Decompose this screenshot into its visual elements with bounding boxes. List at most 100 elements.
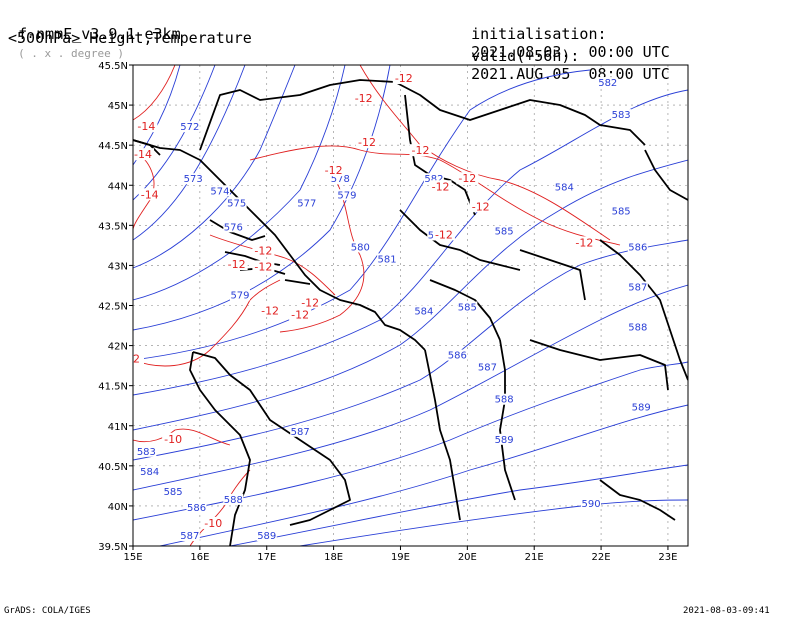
valid-line: valid(+56h): 2021.AUG.05 08:00 UTC xyxy=(453,29,670,83)
height-label-bg xyxy=(477,361,498,373)
lat-tick-label: 39.5N xyxy=(98,542,128,553)
height-contour-label: 575 xyxy=(227,198,246,209)
height-label-bg xyxy=(209,185,230,197)
temperature-label-bg xyxy=(252,260,275,273)
height-contour-line xyxy=(299,499,688,546)
model-title: f-nmmE_v3.9.1-e3km ( . x . degree ) xyxy=(0,7,181,63)
coastline-segment xyxy=(189,351,251,546)
height-contour-label: 573 xyxy=(184,174,203,185)
height-contour-label: 585 xyxy=(164,487,183,498)
height-contour-label: 585 xyxy=(612,206,631,217)
height-contour-label: 587 xyxy=(628,282,647,293)
temperature-contour-label: -12 xyxy=(358,136,376,149)
lat-tick-label: 42N xyxy=(108,342,128,353)
height-label-bg xyxy=(423,173,444,185)
height-contour-label: 590 xyxy=(581,499,600,510)
temperature-contour-label: -12 xyxy=(435,228,453,241)
temperature-label-bg xyxy=(289,308,312,321)
temperature-contour-label: -12 xyxy=(395,72,413,85)
height-contour-label: 581 xyxy=(378,254,397,265)
height-contour-label: 589 xyxy=(495,435,514,446)
lon-tick-label: 23E xyxy=(658,552,677,563)
height-contour-label: 583 xyxy=(612,110,631,121)
height-contour-label: 582 xyxy=(424,174,443,185)
height-contour-line xyxy=(159,404,688,546)
height-contour-line xyxy=(133,65,346,301)
temperature-contour-label: -12 xyxy=(254,244,272,257)
height-contour-label: 586 xyxy=(187,503,206,514)
height-label-bg xyxy=(597,77,618,89)
height-label-bg xyxy=(296,197,317,209)
height-contour-line xyxy=(133,284,688,491)
height-label-bg xyxy=(457,301,478,313)
coastline-segment xyxy=(529,339,669,391)
height-label-bg xyxy=(223,493,244,505)
temperature-contour-label: 12 xyxy=(126,353,140,366)
height-contour-label: 587 xyxy=(291,427,310,438)
height-label-bg xyxy=(627,321,648,333)
lon-tick-label: 21E xyxy=(525,552,544,563)
height-contour-label: 587 xyxy=(478,363,497,374)
height-contour-label: 584 xyxy=(140,467,159,478)
footer-timestamp: 2021-08-03-09:41 xyxy=(683,606,770,616)
height-contour-label: 579 xyxy=(337,190,356,201)
height-contour-label: 589 xyxy=(632,403,651,414)
temperature-contour-line xyxy=(279,169,365,333)
height-contour-line xyxy=(133,239,688,461)
temperature-label-bg xyxy=(133,148,155,161)
temperature-contour-label: -12 xyxy=(432,180,450,193)
height-label-bg xyxy=(226,197,247,209)
temperature-contour-labels: -12-12-12-12-12-12-12-12-12-12-12-12 -12-… xyxy=(126,72,596,530)
height-contour-label: 588 xyxy=(224,495,243,506)
height-contour-label: 582 xyxy=(598,78,617,89)
height-label-bg xyxy=(581,497,602,509)
temperature-contour-label: -10 xyxy=(204,517,222,530)
lat-tick-label: 43.5N xyxy=(98,221,128,232)
temperature-contour-label: -14 xyxy=(137,120,155,133)
temperature-label-bg xyxy=(392,72,415,85)
height-label-bg xyxy=(627,241,648,253)
height-label-bg xyxy=(136,445,157,457)
temperature-contour-label: -12 xyxy=(575,236,593,249)
height-contour-line xyxy=(229,464,688,546)
coastlines-borders xyxy=(133,79,688,546)
height-label-bg xyxy=(256,529,277,541)
lon-tick-label: 20E xyxy=(458,552,477,563)
lat-tick-label: 40.5N xyxy=(98,462,128,473)
grid-note: ( . x . degree ) xyxy=(18,47,125,60)
temperature-contour-line xyxy=(359,65,611,241)
height-label-bg xyxy=(447,349,468,361)
height-contour-label: 577 xyxy=(297,198,316,209)
temperature-label-bg xyxy=(322,164,345,177)
height-label-bg xyxy=(179,121,200,133)
coastline-segment xyxy=(284,279,311,285)
height-contour-label: 574 xyxy=(210,186,229,197)
height-label-bg xyxy=(377,253,398,265)
coastline-segment xyxy=(599,239,688,381)
height-label-bg xyxy=(223,221,244,233)
temperature-label-bg xyxy=(252,244,275,257)
temperature-contours xyxy=(133,65,621,546)
valid-label: valid(+56h): xyxy=(471,47,580,65)
height-contour-label: 586 xyxy=(448,351,467,362)
lat-tick-label: 41.5N xyxy=(98,382,128,393)
temperature-label-bg xyxy=(409,144,432,157)
height-label-bg xyxy=(494,393,515,405)
longitude-axis: 15E 16E 17E 18E 19E 20E 21E 22E 23E xyxy=(123,546,677,563)
temperature-contour-label: -12 xyxy=(301,297,319,310)
temperature-contour-label: -12 xyxy=(325,164,343,177)
temperature-contour-label: -14 xyxy=(134,148,152,161)
coastline-segment xyxy=(133,139,161,156)
temperature-contour-line xyxy=(133,279,281,367)
lat-tick-label: 43N xyxy=(108,261,128,272)
lat-tick-label: 45N xyxy=(108,101,128,112)
height-contour-line xyxy=(133,89,688,396)
lat-tick-label: 45.5N xyxy=(98,61,128,72)
height-label-bg xyxy=(163,485,184,497)
height-label-bg xyxy=(336,189,357,201)
height-contour-line xyxy=(133,65,391,331)
temperature-label-bg xyxy=(429,180,452,193)
height-label-bg xyxy=(631,401,652,413)
coastline-segment xyxy=(644,149,688,201)
